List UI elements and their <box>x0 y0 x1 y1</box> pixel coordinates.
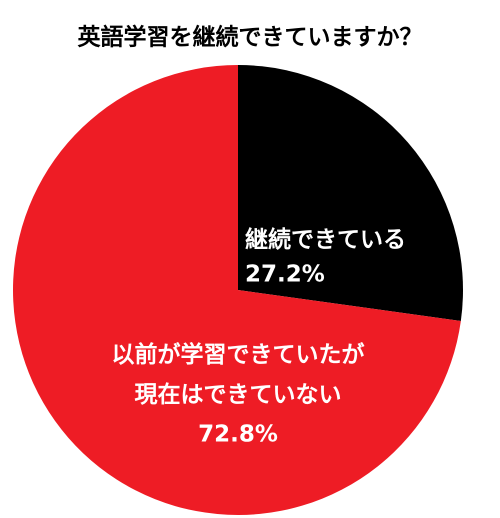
value-label: 72.8% <box>198 422 278 448</box>
pie-slice <box>238 65 464 322</box>
slice-label: 以前が学習できていたが現在はできていない <box>112 341 365 408</box>
slice-label: 継続できている <box>245 226 406 253</box>
pie-slice <box>12 65 461 515</box>
chart-title: 英語学習を継続できていますか？ <box>78 24 423 51</box>
value-label: 27.2% <box>245 262 325 288</box>
